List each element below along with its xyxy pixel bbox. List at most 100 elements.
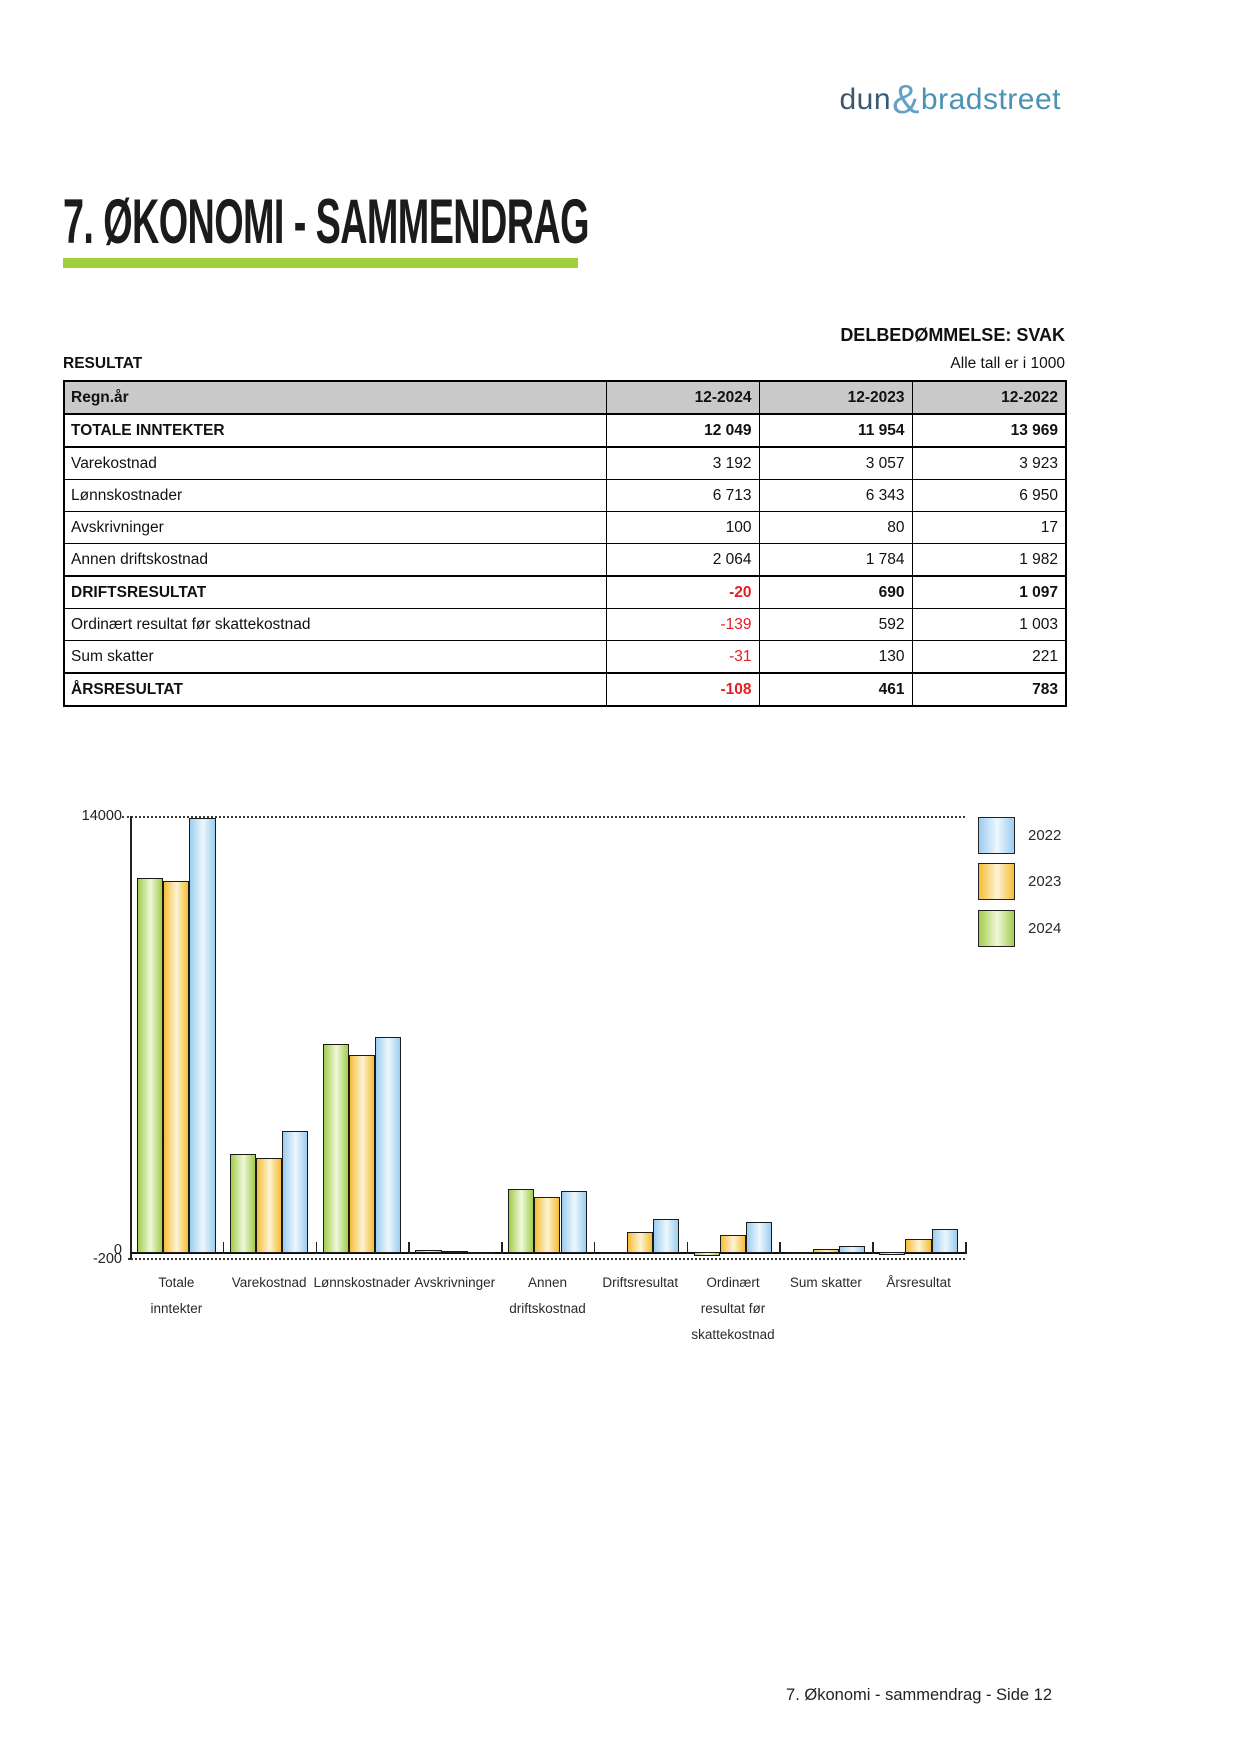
page-title: 7. ØKONOMI - SAMMENDRAG [63, 187, 590, 257]
row-value: 6 713 [605, 479, 760, 512]
bar-2022-8 [838, 1246, 866, 1253]
x-axis-tick [965, 1242, 967, 1254]
x-axis-tick [315, 1242, 318, 1254]
row-value: 592 [758, 608, 913, 641]
x-axis-label-line: Sum skatter [789, 1275, 862, 1290]
dun-bradstreet-logo: dun&bradstreet [839, 72, 1062, 122]
x-axis-tick [686, 1242, 689, 1254]
x-axis-label-line: Totale [158, 1275, 195, 1290]
bar-2022-5 [560, 1191, 587, 1253]
bar-2022-7 [746, 1221, 773, 1253]
row-label: Sum skatter [63, 640, 607, 674]
y-axis-line [130, 816, 132, 1260]
logo-ampersand-icon: & [892, 76, 920, 122]
bar-2024-9 [879, 1252, 906, 1256]
table-header-label: Regn.år [63, 380, 607, 415]
assessment-label: DELBEDØMMELSE: SVAK [840, 325, 1065, 345]
bar-2022-9 [931, 1228, 958, 1253]
row-label: Avskrivninger [63, 511, 607, 544]
x-axis-label: Driftsresultat [578, 1270, 702, 1296]
x-axis-label-line: Driftsresultat [602, 1275, 679, 1290]
x-axis-baseline [130, 1252, 965, 1254]
row-value: -139 [605, 608, 760, 641]
bar-2022-4 [467, 1252, 494, 1255]
bar-2023-6 [627, 1231, 654, 1253]
y-axis-label-max: 14000 [38, 808, 122, 824]
bar-2024-2 [229, 1153, 256, 1253]
results-table: Regn.år 12-2024 12-2023 12-2022 TOTALE INNT… [63, 380, 1067, 707]
x-axis-label-line: inntekter [150, 1301, 203, 1316]
logo-text-bradstreet: bradstreet [920, 83, 1061, 116]
table-header-year: 12-2024 [605, 380, 760, 415]
x-axis-label: Varekostnad [207, 1270, 331, 1296]
x-axis-label: Ordinært resultat før skattekostnad [671, 1270, 795, 1348]
y-axis-label-zero: 0 [113, 1242, 122, 1258]
bar-2022-6 [653, 1218, 680, 1253]
section-label: RESULTAT [63, 355, 143, 372]
x-axis-tick [872, 1242, 874, 1254]
results-table-body: TOTALE INNTEKTER 12 049 11 954 13 969 Vareko… [63, 413, 1067, 707]
row-value: 461 [758, 672, 913, 707]
results-table-head: Regn.år 12-2024 12-2023 12-2022 [63, 380, 1067, 415]
row-value: 6 343 [758, 479, 913, 512]
table-header-year: 12-2022 [911, 380, 1067, 415]
legend-swatch-2024 [978, 910, 1015, 947]
row-value: 11 954 [758, 413, 913, 448]
logo-text-dun: dun [839, 83, 892, 116]
x-axis-label: Sum skatter [764, 1270, 888, 1296]
row-label: Annen driftskostnad [63, 543, 607, 577]
legend-label-2023: 2023 [1028, 873, 1062, 890]
row-label: TOTALE INNTEKTER [63, 413, 607, 448]
row-value: 80 [758, 511, 913, 544]
bar-2023-9 [905, 1238, 932, 1253]
row-value: -20 [605, 575, 760, 609]
bar-2023-8 [812, 1248, 839, 1253]
table-row: DRIFTSRESULTAT -20 690 1 097 [63, 575, 1067, 609]
x-axis-label-line: driftskostnad [509, 1301, 586, 1316]
bar-2023-3 [348, 1055, 375, 1253]
bar-2022-2 [282, 1130, 309, 1253]
units-note: Alle tall er i 1000 [950, 355, 1065, 372]
bar-2024-7 [693, 1252, 720, 1257]
bar-2022-1 [189, 817, 216, 1253]
table-row: Lønnskostnader 6 713 6 343 6 950 [63, 479, 1067, 512]
x-axis-label-line: Varekostnad [231, 1275, 307, 1290]
x-axis-label: Totale inntekter [114, 1270, 238, 1322]
row-label: Varekostnad [63, 446, 607, 480]
row-value: 1 003 [911, 608, 1067, 641]
row-value: -31 [605, 640, 760, 674]
row-value: 17 [911, 511, 1067, 544]
row-value: 221 [911, 640, 1067, 674]
table-row: TOTALE INNTEKTER 12 049 11 954 13 969 [63, 413, 1067, 448]
table-header-year: 12-2023 [758, 380, 913, 415]
row-value: 1 982 [911, 543, 1067, 577]
legend-label-2022: 2022 [1028, 827, 1062, 844]
bar-2023-5 [534, 1197, 561, 1253]
row-value: 12 049 [605, 413, 760, 448]
gridline-top [122, 816, 965, 818]
x-axis-tick [501, 1242, 503, 1254]
x-axis-label-line: Årsresultat [886, 1275, 951, 1290]
table-row: Sum skatter -31 130 221 [63, 640, 1067, 674]
bar-2023-4 [441, 1250, 468, 1253]
row-value: -108 [605, 672, 760, 707]
row-value: 690 [758, 575, 913, 609]
row-value: 1 097 [911, 575, 1067, 609]
row-value: 130 [758, 640, 913, 674]
page-footer: 7. Økonomi - sammendrag - Side 12 [786, 1686, 1052, 1704]
table-row: Avskrivninger 100 80 17 [63, 511, 1067, 544]
table-row: ÅRSRESULTAT -108 461 783 [63, 672, 1067, 707]
row-value: 3 057 [758, 446, 913, 480]
gridline-bottom [128, 1258, 965, 1260]
x-axis-label-line: Annen [527, 1275, 568, 1290]
x-axis-label-line: skattekostnad [691, 1327, 775, 1342]
legend-label-2024: 2024 [1028, 920, 1062, 937]
bar-2024-3 [322, 1043, 349, 1253]
row-label: ÅRSRESULTAT [63, 672, 607, 707]
bar-2024-5 [508, 1188, 535, 1253]
row-value: 3 923 [911, 446, 1067, 480]
x-axis-label-line: resultat før [700, 1301, 766, 1316]
row-label: Ordinært resultat før skattekostnad [63, 608, 607, 641]
row-label: DRIFTSRESULTAT [63, 575, 607, 609]
